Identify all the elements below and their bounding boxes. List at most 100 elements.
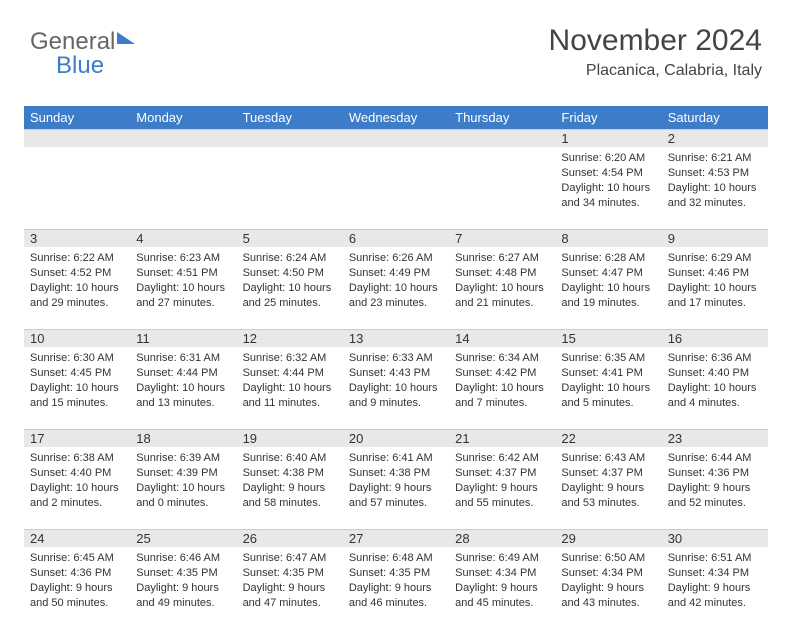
sunset-text: Sunset: 4:47 PM: [561, 266, 655, 281]
day-info: Sunrise: 6:34 AMSunset: 4:42 PMDaylight:…: [453, 349, 551, 412]
day-number: [343, 130, 449, 147]
sunrise-text: Sunrise: 6:51 AM: [668, 551, 762, 566]
sunrise-text: Sunrise: 6:29 AM: [668, 251, 762, 266]
daylight-text: Daylight: 10 hours and 4 minutes.: [668, 381, 762, 411]
day-cell: Sunrise: 6:40 AMSunset: 4:38 PMDaylight:…: [237, 447, 343, 529]
sunset-text: Sunset: 4:39 PM: [136, 466, 230, 481]
day-header-monday: Monday: [130, 106, 236, 129]
day-info: Sunrise: 6:36 AMSunset: 4:40 PMDaylight:…: [666, 349, 764, 412]
day-number: 25: [130, 530, 236, 547]
daylight-text: Daylight: 10 hours and 15 minutes.: [30, 381, 124, 411]
logo-text-2: Blue: [56, 52, 104, 80]
week-row: Sunrise: 6:20 AMSunset: 4:54 PMDaylight:…: [24, 147, 768, 229]
sunset-text: Sunset: 4:36 PM: [30, 566, 124, 581]
day-number: 11: [130, 330, 236, 347]
day-cell: Sunrise: 6:20 AMSunset: 4:54 PMDaylight:…: [555, 147, 661, 229]
daylight-text: Daylight: 10 hours and 32 minutes.: [668, 181, 762, 211]
day-info: Sunrise: 6:31 AMSunset: 4:44 PMDaylight:…: [134, 349, 232, 412]
daylight-text: Daylight: 9 hours and 49 minutes.: [136, 581, 230, 611]
sunrise-text: Sunrise: 6:23 AM: [136, 251, 230, 266]
daylight-text: Daylight: 9 hours and 50 minutes.: [30, 581, 124, 611]
day-info: Sunrise: 6:35 AMSunset: 4:41 PMDaylight:…: [559, 349, 657, 412]
location: Placanica, Calabria, Italy: [549, 62, 762, 80]
daylight-text: Daylight: 10 hours and 7 minutes.: [455, 381, 549, 411]
day-header-wednesday: Wednesday: [343, 106, 449, 129]
daylight-text: Daylight: 9 hours and 46 minutes.: [349, 581, 443, 611]
day-info: Sunrise: 6:26 AMSunset: 4:49 PMDaylight:…: [347, 249, 445, 312]
daylight-text: Daylight: 10 hours and 13 minutes.: [136, 381, 230, 411]
week-row: Sunrise: 6:22 AMSunset: 4:52 PM Daylight:…: [24, 247, 768, 329]
day-info: Sunrise: 6:47 AMSunset: 4:35 PMDaylight:…: [241, 549, 339, 612]
day-info: Sunrise: 6:41 AMSunset: 4:38 PMDaylight:…: [347, 449, 445, 512]
sunrise-text: Sunrise: 6:46 AM: [136, 551, 230, 566]
sunset-text: Sunset: 4:40 PM: [668, 366, 762, 381]
day-cell: Sunrise: 6:34 AMSunset: 4:42 PMDaylight:…: [449, 347, 555, 429]
sunrise-text: Sunrise: 6:27 AM: [455, 251, 549, 266]
day-info: Sunrise: 6:49 AMSunset: 4:34 PMDaylight:…: [453, 549, 551, 612]
day-info: Sunrise: 6:44 AMSunset: 4:36 PMDaylight:…: [666, 449, 764, 512]
sunrise-text: Sunrise: 6:22 AM: [30, 251, 124, 266]
day-cell: Sunrise: 6:21 AMSunset: 4:53 PMDaylight:…: [662, 147, 768, 229]
day-number: 12: [237, 330, 343, 347]
day-cell: Sunrise: 6:32 AMSunset: 4:44 PMDaylight:…: [237, 347, 343, 429]
day-cell: Sunrise: 6:49 AMSunset: 4:34 PMDaylight:…: [449, 547, 555, 629]
sunrise-text: Sunrise: 6:48 AM: [349, 551, 443, 566]
sunset-text: Sunset: 4:37 PM: [455, 466, 549, 481]
sunrise-text: Sunrise: 6:38 AM: [30, 451, 124, 466]
day-number: 2: [662, 130, 768, 147]
sunset-text: Sunset: 4:52 PM: [30, 266, 124, 281]
day-number: 23: [662, 430, 768, 447]
day-number: [449, 130, 555, 147]
sunset-text: Sunset: 4:34 PM: [668, 566, 762, 581]
day-cell: [449, 147, 555, 229]
sunrise-text: Sunrise: 6:35 AM: [561, 351, 655, 366]
day-cell: Sunrise: 6:39 AMSunset: 4:39 PMDaylight:…: [130, 447, 236, 529]
daylight-text: Daylight: 9 hours and 55 minutes.: [455, 481, 549, 511]
daylight-text: Daylight: 10 hours and 21 minutes.: [455, 281, 549, 311]
day-info: Sunrise: 6:51 AMSunset: 4:34 PMDaylight:…: [666, 549, 764, 612]
day-info: Sunrise: 6:38 AMSunset: 4:40 PMDaylight:…: [28, 449, 126, 512]
daylight-text: Daylight: 10 hours and 9 minutes.: [349, 381, 443, 411]
day-number: 13: [343, 330, 449, 347]
day-cell: Sunrise: 6:23 AMSunset: 4:51 PMDaylight:…: [130, 247, 236, 329]
day-cell: Sunrise: 6:46 AMSunset: 4:35 PMDaylight:…: [130, 547, 236, 629]
day-info: Sunrise: 6:21 AMSunset: 4:53 PMDaylight:…: [666, 149, 764, 212]
day-cell: Sunrise: 6:48 AMSunset: 4:35 PMDaylight:…: [343, 547, 449, 629]
daylight-text: Daylight: 10 hours and 11 minutes.: [243, 381, 337, 411]
day-number: 30: [662, 530, 768, 547]
day-header-friday: Friday: [555, 106, 661, 129]
day-header-thursday: Thursday: [449, 106, 555, 129]
day-info: Sunrise: 6:42 AMSunset: 4:37 PMDaylight:…: [453, 449, 551, 512]
sunrise-text: Sunrise: 6:21 AM: [668, 151, 762, 166]
day-info: Sunrise: 6:33 AMSunset: 4:43 PMDaylight:…: [347, 349, 445, 412]
daylight-text: Daylight: 9 hours and 47 minutes.: [243, 581, 337, 611]
sunset-text: Sunset: 4:38 PM: [243, 466, 337, 481]
day-info: Sunrise: 6:28 AMSunset: 4:47 PMDaylight:…: [559, 249, 657, 312]
sunset-text: Sunset: 4:48 PM: [455, 266, 549, 281]
day-info: Sunrise: 6:45 AMSunset: 4:36 PMDaylight:…: [28, 549, 126, 612]
day-number: 19: [237, 430, 343, 447]
sunset-text: Sunset: 4:38 PM: [349, 466, 443, 481]
day-cell: Sunrise: 6:38 AMSunset: 4:40 PMDaylight:…: [24, 447, 130, 529]
calendar: SundayMondayTuesdayWednesdayThursdayFrid…: [24, 106, 768, 629]
sunrise-text: Sunrise: 6:31 AM: [136, 351, 230, 366]
day-number: 16: [662, 330, 768, 347]
day-number: 26: [237, 530, 343, 547]
day-cell: Sunrise: 6:42 AMSunset: 4:37 PMDaylight:…: [449, 447, 555, 529]
day-cell: Sunrise: 6:28 AMSunset: 4:47 PMDaylight:…: [555, 247, 661, 329]
day-cell: Sunrise: 6:33 AMSunset: 4:43 PMDaylight:…: [343, 347, 449, 429]
day-info: Sunrise: 6:20 AMSunset: 4:54 PMDaylight:…: [559, 149, 657, 212]
month-title: November 2024: [549, 24, 762, 58]
day-info: Sunrise: 6:43 AMSunset: 4:37 PMDaylight:…: [559, 449, 657, 512]
day-header-saturday: Saturday: [662, 106, 768, 129]
sunrise-text: Sunrise: 6:44 AM: [668, 451, 762, 466]
sunset-text: Sunset: 4:36 PM: [668, 466, 762, 481]
sunset-text: Sunset: 4:40 PM: [30, 466, 124, 481]
day-info: Sunrise: 6:30 AMSunset: 4:45 PMDaylight:…: [28, 349, 126, 412]
day-info: Sunrise: 6:24 AMSunset: 4:50 PMDaylight:…: [241, 249, 339, 312]
daynum-row: 10111213141516: [24, 329, 768, 347]
sunrise-text: Sunrise: 6:30 AM: [30, 351, 124, 366]
day-number: 29: [555, 530, 661, 547]
day-number: [130, 130, 236, 147]
day-number: 15: [555, 330, 661, 347]
